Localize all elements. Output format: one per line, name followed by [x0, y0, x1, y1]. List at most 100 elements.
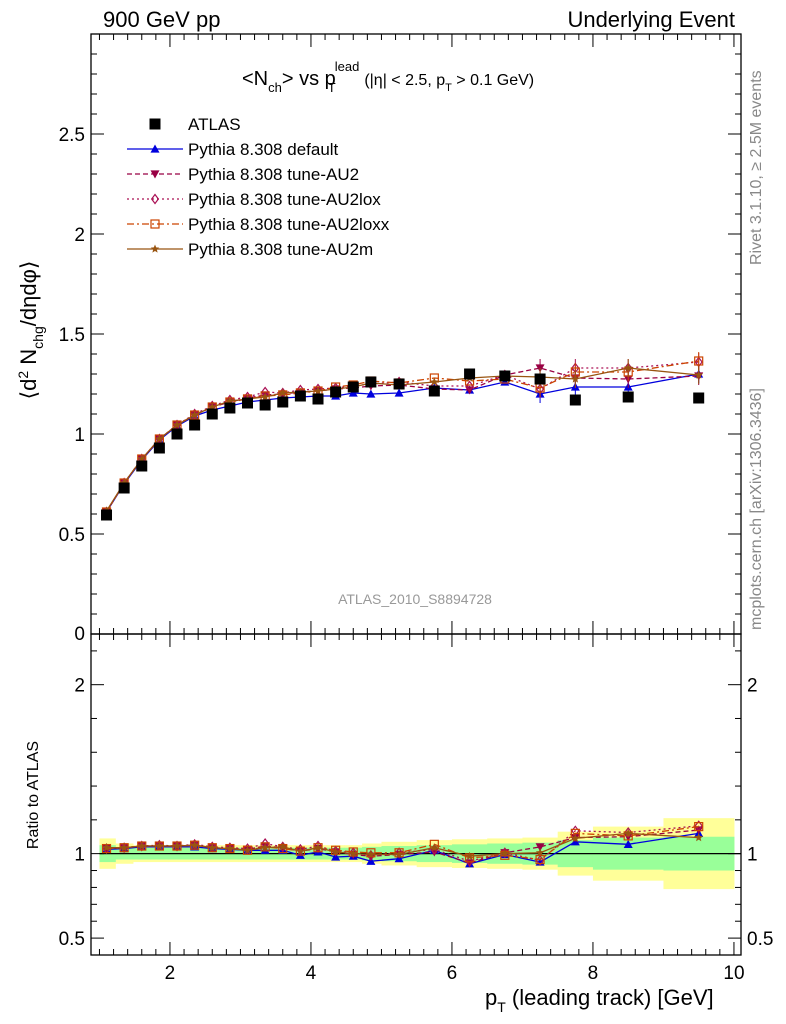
- ratio-point: [571, 833, 580, 843]
- svg-text:<Nch> vs pTlead(|η| < 2.5, pT: <Nch> vs pTlead(|η| < 2.5, pT > 0.1 GeV): [242, 59, 534, 95]
- data-point: [428, 385, 440, 397]
- ratio-point: [331, 847, 340, 856]
- x-axis-label: pT (leading track) [GeV]: [485, 985, 714, 1015]
- legend-label: Pythia 8.308 tune-AU2lox: [188, 190, 381, 209]
- x-tick-label: 8: [588, 963, 599, 984]
- legend-label: Pythia 8.308 tune-AU2m: [188, 240, 373, 259]
- ratio-point: [243, 843, 252, 855]
- data-point: [694, 370, 703, 379]
- ratio-point: [366, 850, 376, 859]
- data-point: [330, 386, 342, 398]
- ratio-series-line: [106, 832, 699, 857]
- ratio-point: [190, 840, 199, 849]
- data-point: [136, 460, 148, 472]
- data-point: [171, 428, 183, 440]
- side-text-bottom: mcplots.cern.ch [arXiv:1306.3436]: [748, 388, 765, 630]
- ratio-series-line: [106, 825, 699, 861]
- series-line: [105, 361, 699, 513]
- data-point: [347, 381, 359, 393]
- ratio-point: [465, 851, 474, 860]
- data-point: [313, 386, 323, 395]
- ratio-y-label: Ratio to ATLAS: [25, 741, 42, 849]
- legend-marker: [150, 193, 160, 205]
- data-point: [365, 376, 377, 388]
- legend-item: Pythia 8.308 tune-AU2loxx: [127, 215, 390, 234]
- legend-marker: [150, 244, 160, 253]
- x-tick-label: 2: [165, 963, 176, 984]
- data-point: [348, 388, 358, 397]
- ratio-frame: [90, 633, 742, 956]
- data-point: [206, 408, 218, 420]
- ratio-point: [313, 840, 323, 852]
- legend: ATLAS Pythia 8.308 default Pythia 8.308 tu…: [127, 115, 390, 259]
- data-point: [224, 402, 236, 414]
- ratio-point: [624, 827, 633, 839]
- data-point: [153, 442, 165, 454]
- data-point: [294, 390, 306, 402]
- data-point: [277, 396, 289, 408]
- ratio-point: [102, 843, 111, 852]
- ratio-point: [500, 849, 510, 858]
- ratio-point: [296, 846, 305, 855]
- x-tick-label: 10: [723, 963, 744, 984]
- ratio-y-tick-label-left: 1: [74, 845, 85, 866]
- data-point: [693, 392, 705, 404]
- ratio-point: [296, 843, 305, 855]
- ratio-y-tick-label-left: 2: [74, 676, 85, 697]
- data-point: [155, 434, 164, 443]
- data-point: [694, 356, 704, 366]
- ratio-point: [348, 847, 358, 857]
- ratio-point: [155, 841, 164, 850]
- legend-item: Pythia 8.308 tune-AU2lox: [127, 190, 381, 209]
- ratio-point: [694, 821, 704, 832]
- ratio-point: [394, 850, 404, 859]
- ratio-point: [331, 845, 341, 855]
- ratio-point: [623, 828, 633, 837]
- ratio-point: [465, 855, 474, 867]
- ratio-point: [623, 839, 633, 848]
- data-point: [366, 389, 376, 398]
- legend-item: Pythia 8.308 tune-AU2m: [127, 240, 373, 259]
- data-point: [118, 482, 130, 494]
- data-point: [260, 392, 270, 401]
- ratio-point: [535, 848, 545, 857]
- ratio-point: [208, 843, 217, 852]
- legend-marker: [150, 144, 160, 153]
- ratio-point: [172, 841, 182, 850]
- data-point: [242, 397, 254, 409]
- ratio-point: [349, 849, 358, 858]
- legend-label: Pythia 8.308 tune-AU2: [188, 165, 359, 184]
- y-axis-label: ⟨d2 Nchg/dηdφ⟩: [15, 261, 46, 400]
- x-tick-label: 6: [447, 963, 458, 984]
- ratio-point: [430, 843, 439, 852]
- main-y-tick-label: 2: [74, 225, 85, 246]
- legend-label: Pythia 8.308 default: [188, 140, 339, 159]
- ratio-y-tick-label-right: 2: [747, 676, 758, 697]
- ratio-point: [313, 843, 323, 852]
- legend-marker: [150, 219, 160, 229]
- data-point: [534, 373, 546, 385]
- ratio-point: [119, 843, 129, 852]
- ratio-y-tick-label-right: 0.5: [747, 929, 773, 950]
- data-point: [189, 419, 201, 431]
- legend-label: Pythia 8.308 tune-AU2loxx: [188, 215, 390, 234]
- ratio-point: [260, 843, 270, 852]
- data-point: [259, 399, 271, 411]
- data-point: [101, 509, 113, 521]
- legend-item: ATLAS: [149, 115, 241, 134]
- chart-title: <Nch> vs pTlead(|η| < 2.5, pT > 0.1 GeV): [242, 59, 534, 95]
- svg-text:pT (leading track) [GeV]: pT (leading track) [GeV]: [485, 985, 714, 1015]
- ratio-series-pythia-8-308-tune-au2m: [102, 828, 703, 860]
- series-pythia-8-308-tune-au2lox: [102, 353, 703, 518]
- legend-marker: [149, 118, 161, 130]
- header-right: Underlying Event: [567, 7, 735, 32]
- legend-item: Pythia 8.308 tune-AU2: [127, 165, 359, 184]
- data-point: [393, 378, 405, 390]
- ratio-point: [278, 842, 287, 851]
- data-point: [569, 394, 581, 406]
- main-panel: 0.5 1 1.5 2 2.5 0: [59, 33, 742, 645]
- data-point: [190, 410, 199, 419]
- ratio-point: [225, 844, 235, 853]
- ratio-point: [137, 841, 146, 850]
- ratio-y-tick-label-left: 0.5: [59, 929, 85, 950]
